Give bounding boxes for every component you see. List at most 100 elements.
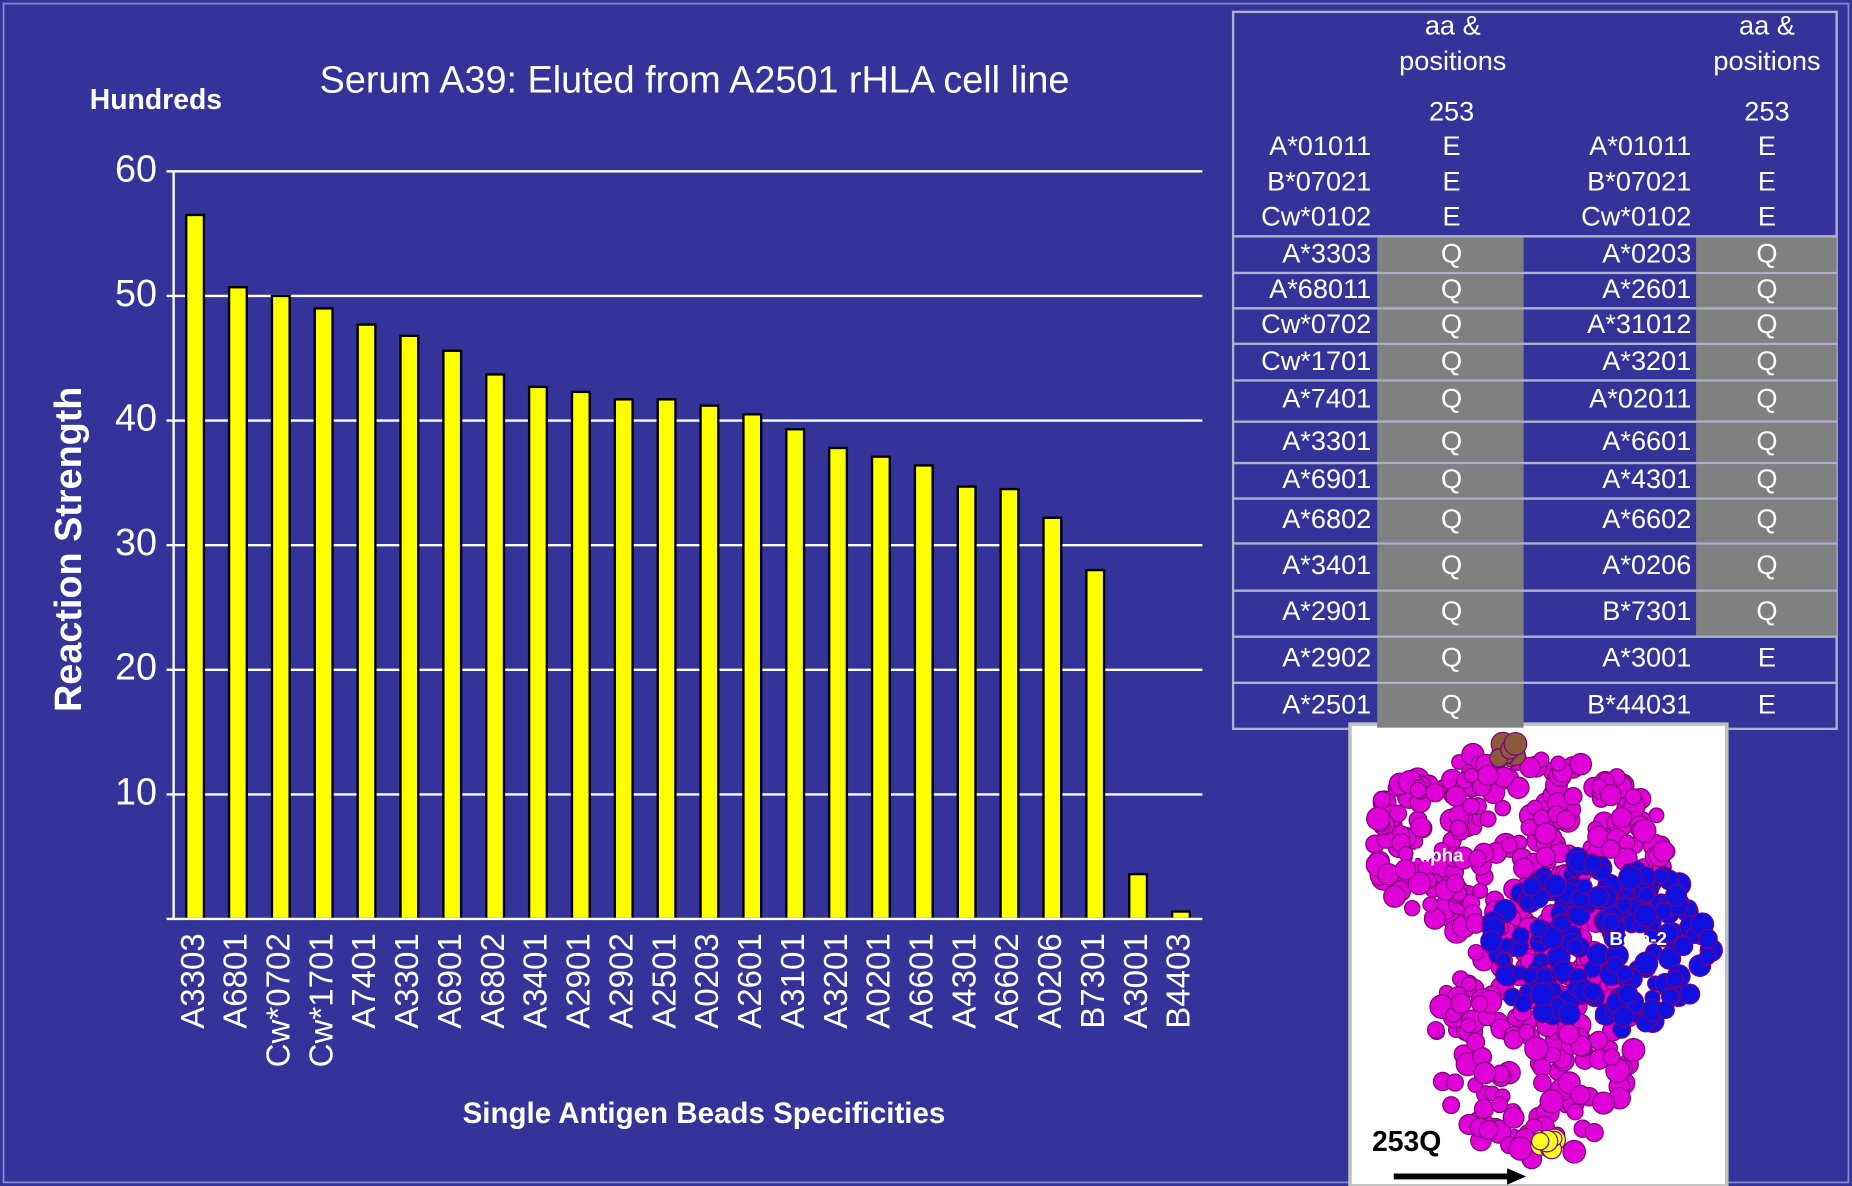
atom: [1491, 1096, 1509, 1114]
chart-title: Serum A39: Eluted from A2501 rHLA cell l…: [320, 60, 1070, 102]
atom: [1503, 1029, 1524, 1050]
allele-cell: A*0206: [1602, 549, 1691, 580]
atom: [1403, 899, 1421, 917]
allele-cell: A*7401: [1282, 383, 1371, 414]
x-tick-label: Cw*1701: [303, 933, 340, 1067]
atom: [1616, 897, 1632, 913]
atom: [1463, 767, 1480, 784]
aa-cell: Q: [1441, 503, 1462, 534]
atom: [1468, 849, 1487, 868]
atom: [1473, 1061, 1497, 1085]
allele-cell: A*4301: [1602, 463, 1691, 494]
x-tick-label: A3101: [775, 933, 812, 1029]
bar: [227, 286, 248, 921]
x-tick-label: A2902: [603, 933, 640, 1029]
shaded-cell: [1696, 237, 1837, 272]
atom: [1460, 1017, 1477, 1034]
atom: [1389, 804, 1408, 823]
bar: [827, 446, 849, 921]
aa-cell: Q: [1441, 237, 1462, 268]
atom: [1566, 1103, 1584, 1121]
aa-cell: E: [1758, 641, 1776, 672]
atom: [1524, 1036, 1549, 1061]
atom: [1502, 1106, 1525, 1129]
allele-cell: A*3301: [1282, 425, 1371, 456]
atom: [1521, 967, 1538, 984]
shaded-cell: [1377, 499, 1524, 543]
atom: [1648, 807, 1665, 824]
atom: [1539, 1089, 1565, 1114]
atom: [1531, 1132, 1550, 1151]
shaded-cell: [1377, 274, 1524, 308]
bar: [1085, 568, 1106, 921]
atom: [1621, 1038, 1646, 1062]
allele-cell: B*7301: [1602, 595, 1691, 626]
atom: [1462, 797, 1481, 815]
atom: [1533, 1073, 1552, 1093]
atom: [1426, 1021, 1445, 1039]
atom: [1588, 1030, 1609, 1051]
allele-cell: A*02011: [1589, 383, 1691, 414]
shaded-cell: [1377, 381, 1524, 421]
allele-cell: A*6601: [1602, 425, 1691, 456]
bar: [613, 398, 634, 921]
atom: [1665, 884, 1688, 907]
bar: [527, 385, 549, 921]
atom: [1602, 1048, 1621, 1066]
allele-cell: B*07021: [1587, 165, 1691, 196]
atom: [1425, 782, 1445, 803]
position-header: 253: [1744, 96, 1789, 127]
atom: [1511, 926, 1530, 945]
y-tick-label: 40: [115, 398, 157, 440]
atom: [1449, 819, 1468, 837]
allele-cell: A*0203: [1602, 237, 1691, 268]
shaded-cell: [1377, 637, 1524, 682]
x-tick-label: A2601: [732, 933, 769, 1029]
site-label: 253Q: [1372, 1126, 1441, 1158]
x-tick-label: A0203: [689, 933, 726, 1029]
bar: [913, 464, 934, 921]
atom: [1407, 871, 1432, 896]
aa-cell: E: [1758, 165, 1776, 196]
atom: [1617, 983, 1639, 1005]
allele-cell: A*01011: [1269, 130, 1371, 161]
atom: [1461, 976, 1477, 992]
atom: [1518, 1023, 1536, 1041]
arrow-head: [1507, 1168, 1527, 1185]
atom: [1409, 781, 1427, 799]
y-tick-label: 60: [115, 148, 157, 190]
table-header: aa & positions: [1713, 10, 1820, 76]
atom: [1679, 983, 1701, 1005]
aa-cell: Q: [1441, 383, 1462, 414]
shaded-cell: [1377, 464, 1524, 498]
bar: [656, 398, 677, 921]
atom: [1442, 1096, 1461, 1115]
atom: [1570, 1084, 1591, 1105]
atom: [1503, 731, 1528, 756]
atom: [1602, 913, 1620, 931]
shaded-cell: [1377, 422, 1524, 462]
shaded-cell: [1377, 344, 1524, 380]
atom: [1501, 836, 1518, 854]
atom: [1610, 806, 1633, 829]
atom: [1450, 992, 1472, 1014]
atom: [1673, 936, 1694, 957]
x-tick-label: A3401: [518, 933, 555, 1029]
bar: [356, 323, 377, 921]
atom: [1652, 840, 1675, 862]
allele-cell: A*6602: [1602, 503, 1691, 534]
bar: [870, 455, 891, 921]
atom: [1638, 886, 1655, 904]
position-header: 253: [1429, 96, 1474, 127]
x-tick-label: A6602: [989, 933, 1026, 1029]
atom: [1366, 806, 1391, 831]
x-tick-label: A6802: [475, 933, 512, 1029]
atom: [1576, 878, 1593, 895]
bar: [785, 428, 806, 921]
atom: [1519, 894, 1535, 911]
bar: [442, 349, 463, 921]
aa-cell: Q: [1441, 595, 1462, 626]
allele-cell: B*07021: [1267, 165, 1371, 196]
